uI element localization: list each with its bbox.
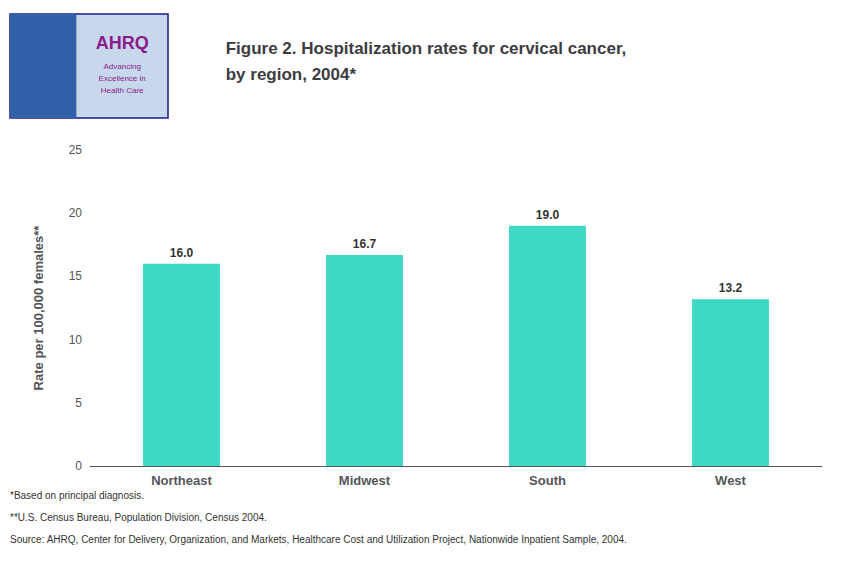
svg-text:Advancing: Advancing [104, 62, 141, 71]
svg-text:West: West [715, 473, 746, 488]
svg-text:Excellence in: Excellence in [99, 74, 146, 83]
svg-text:10: 10 [69, 333, 83, 347]
svg-text:Source: AHRQ, Center for Deliv: Source: AHRQ, Center for Delivery, Organ… [10, 534, 627, 545]
svg-text:19.0: 19.0 [536, 208, 560, 222]
svg-text:AHRQ: AHRQ [96, 33, 149, 53]
svg-text:Rate per 100,000 females**: Rate per 100,000 females** [31, 225, 46, 391]
svg-text:16.7: 16.7 [353, 237, 377, 251]
svg-text:0: 0 [75, 459, 82, 473]
svg-text:20: 20 [69, 206, 83, 220]
svg-text:Northeast: Northeast [151, 473, 212, 488]
svg-text:16.0: 16.0 [170, 246, 194, 260]
svg-text:Health Care: Health Care [101, 86, 144, 95]
svg-text:**U.S. Census Bureau, Populati: **U.S. Census Bureau, Population Divisio… [10, 512, 267, 523]
svg-text:25: 25 [69, 143, 83, 157]
svg-text:by region, 2004*: by region, 2004* [226, 65, 357, 84]
svg-text:Midwest: Midwest [339, 473, 391, 488]
svg-text:Figure 2. Hospitalization rate: Figure 2. Hospitalization rates for cerv… [226, 39, 627, 58]
svg-text:15: 15 [69, 269, 83, 283]
svg-text:5: 5 [75, 396, 82, 410]
svg-text:*Based on principal diagnosis.: *Based on principal diagnosis. [10, 490, 144, 501]
svg-text:13.2: 13.2 [719, 281, 743, 295]
svg-text:South: South [529, 473, 566, 488]
